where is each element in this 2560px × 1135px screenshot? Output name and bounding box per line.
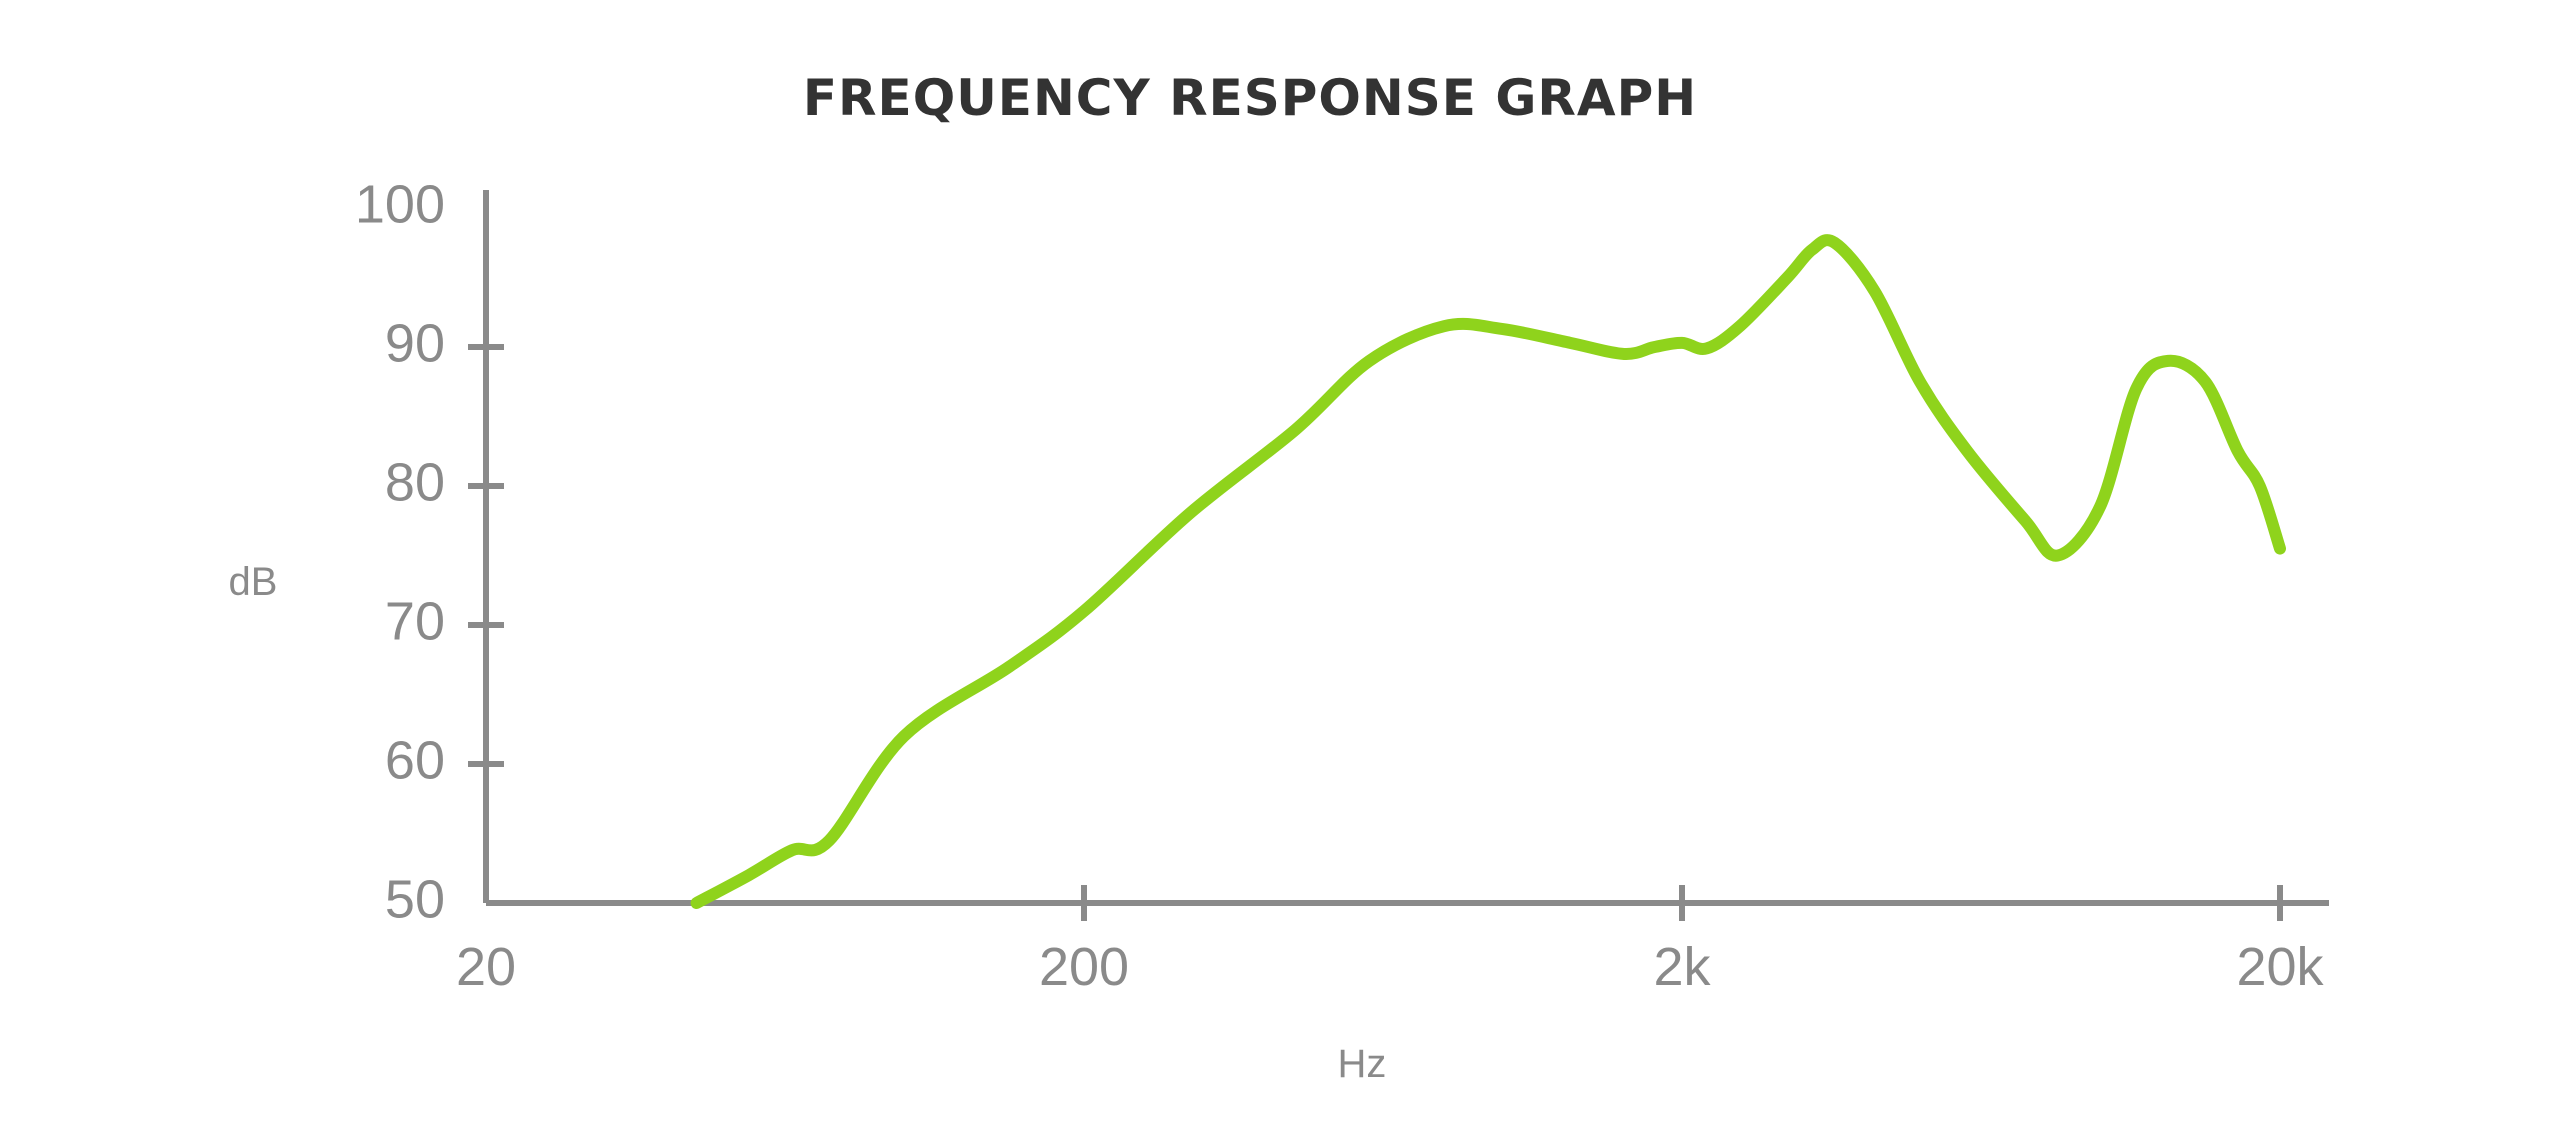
y-tick-label: 90 bbox=[385, 313, 445, 373]
y-tick-label: 80 bbox=[385, 452, 445, 512]
series-layer bbox=[690, 234, 2286, 909]
y-tick-label: 70 bbox=[385, 591, 445, 651]
y-tick-label: 60 bbox=[385, 730, 445, 790]
y-axis-label: dB bbox=[229, 560, 278, 604]
x-tick-label: 2k bbox=[1653, 937, 1711, 997]
y-axis-ticks: 100 90 80 70 60 50 bbox=[355, 174, 504, 929]
chart-title: FREQUENCY RESPONSE GRAPH bbox=[803, 69, 1697, 127]
frequency-response-line bbox=[690, 234, 2286, 909]
y-tick-label: 100 bbox=[355, 174, 445, 234]
x-tick-label: 200 bbox=[1039, 937, 1129, 997]
x-tick-label: 20 bbox=[456, 937, 516, 997]
x-tick-label: 20k bbox=[2236, 937, 2324, 997]
x-axis-label: Hz bbox=[1338, 1042, 1387, 1086]
x-axis-ticks: 20 200 2k 20k bbox=[456, 885, 2325, 997]
y-tick-label: 50 bbox=[385, 869, 445, 929]
